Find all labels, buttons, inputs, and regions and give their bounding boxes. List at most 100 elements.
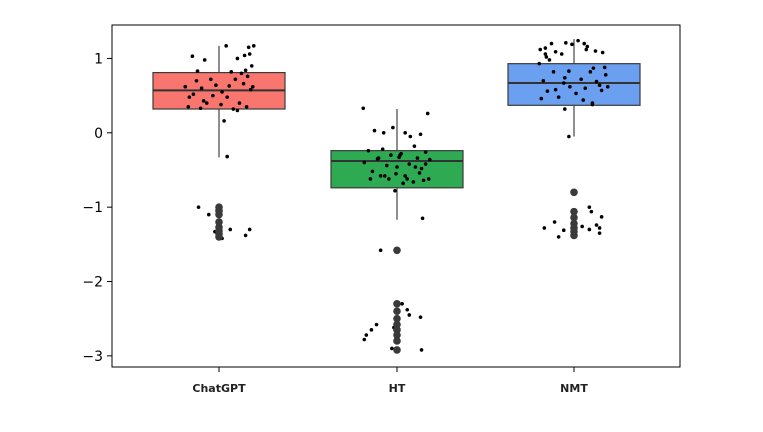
data-point <box>202 58 207 62</box>
data-point <box>426 177 431 181</box>
data-point <box>419 166 424 171</box>
outlier-marker <box>393 320 401 329</box>
data-point <box>405 177 410 181</box>
data-point <box>384 163 389 168</box>
data-point <box>369 328 374 332</box>
data-point <box>403 174 407 178</box>
data-point <box>423 150 428 154</box>
outlier-marker <box>393 346 401 354</box>
data-point <box>233 77 238 82</box>
data-point <box>556 235 561 239</box>
data-point <box>599 215 604 219</box>
data-point <box>567 69 571 73</box>
data-point <box>549 41 554 46</box>
outlier-marker <box>393 337 401 345</box>
data-point <box>194 78 199 83</box>
data-point <box>542 226 547 230</box>
data-point <box>412 144 417 148</box>
outlier-marker <box>570 207 578 216</box>
data-point <box>389 153 393 157</box>
data-point <box>400 302 404 306</box>
data-point <box>584 47 589 52</box>
data-point <box>204 101 209 105</box>
data-point <box>553 49 558 54</box>
y-tick-label: 0 <box>94 126 103 142</box>
data-point <box>583 86 588 90</box>
data-point <box>419 348 424 352</box>
data-point <box>249 64 254 68</box>
data-point <box>211 93 215 98</box>
data-point <box>537 61 542 66</box>
data-point <box>561 81 566 85</box>
data-point <box>547 58 552 62</box>
data-point <box>551 70 556 74</box>
data-point <box>401 181 405 186</box>
data-point <box>407 162 412 166</box>
data-point <box>589 209 594 214</box>
data-point <box>415 156 420 160</box>
data-point <box>403 131 407 135</box>
data-point <box>600 50 605 55</box>
data-point <box>242 53 247 58</box>
data-point <box>186 104 191 109</box>
data-point <box>394 171 398 176</box>
data-point <box>407 313 412 317</box>
data-point <box>239 71 244 76</box>
box-nmt <box>507 63 641 106</box>
data-point <box>593 49 598 53</box>
data-point <box>425 111 430 116</box>
y-axis: 1 0 −1 −2 −3 <box>82 51 112 365</box>
data-point <box>588 70 593 74</box>
data-point <box>398 153 402 157</box>
data-point <box>553 87 558 92</box>
data-point <box>413 165 418 169</box>
data-point <box>603 73 608 77</box>
data-point <box>393 188 397 193</box>
data-point <box>362 160 367 165</box>
data-point <box>220 90 224 94</box>
data-point <box>196 205 201 209</box>
data-point <box>391 125 395 130</box>
data-point <box>552 220 557 224</box>
data-point <box>594 79 599 84</box>
data-point <box>225 95 229 99</box>
data-point <box>378 174 383 178</box>
data-point <box>559 52 564 56</box>
data-point <box>561 228 566 232</box>
data-point <box>567 134 571 139</box>
data-point <box>568 84 572 89</box>
data-point <box>237 101 242 105</box>
data-point <box>605 84 610 89</box>
data-point <box>387 177 391 181</box>
data-point <box>225 154 229 159</box>
y-tick-label: −1 <box>82 200 103 216</box>
data-point <box>382 174 387 178</box>
data-point <box>201 99 206 103</box>
data-point <box>372 128 377 133</box>
data-point <box>587 227 592 232</box>
data-point <box>361 106 366 111</box>
data-point <box>235 108 240 113</box>
x-tick-label: HT <box>389 382 406 395</box>
data-point <box>183 84 188 89</box>
data-point <box>376 156 381 160</box>
data-point <box>206 212 211 217</box>
data-point <box>597 83 602 88</box>
data-point <box>411 180 416 184</box>
data-point <box>594 223 599 227</box>
data-point <box>538 47 543 52</box>
x-axis: ChatGPT HT NMT <box>192 367 588 395</box>
data-point <box>562 107 567 111</box>
data-point <box>599 88 604 93</box>
data-point <box>199 86 204 90</box>
data-point <box>370 169 375 174</box>
data-point <box>602 65 607 70</box>
data-point <box>243 68 248 73</box>
y-tick-label: 1 <box>94 51 103 67</box>
outlier-marker <box>570 231 578 240</box>
data-point <box>564 41 568 45</box>
data-point <box>229 70 234 74</box>
outlier-marker <box>393 326 401 334</box>
data-point <box>582 41 587 46</box>
